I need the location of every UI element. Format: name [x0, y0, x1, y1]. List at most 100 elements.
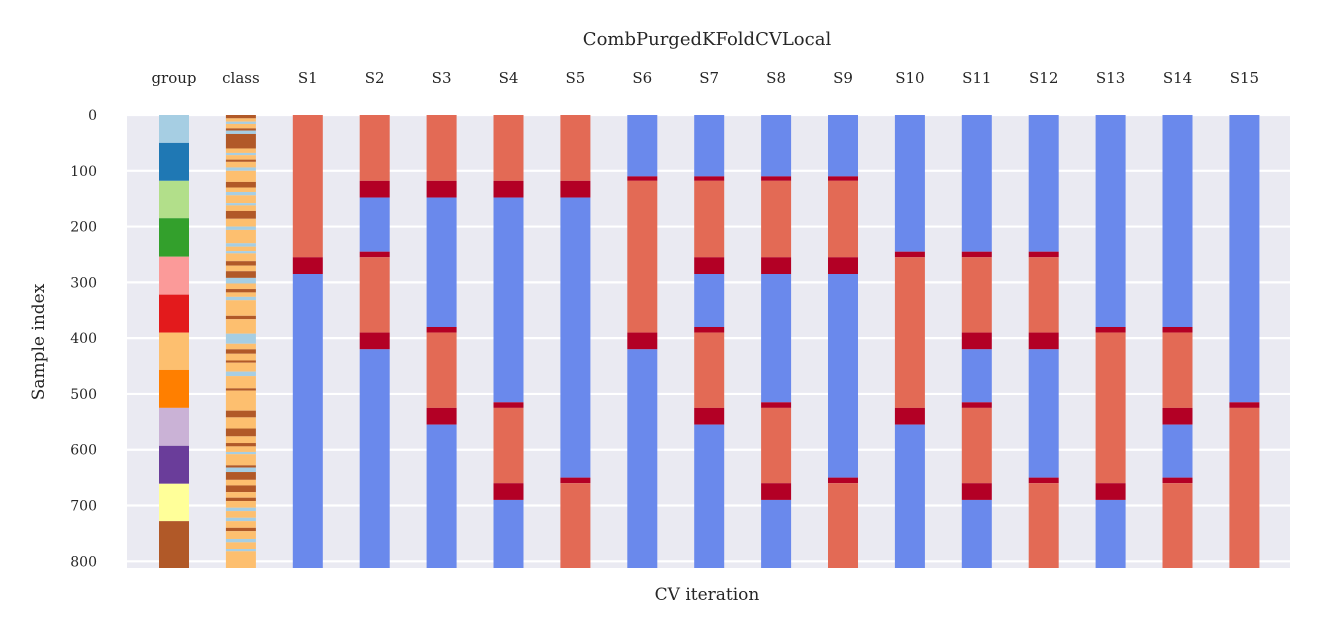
column-label-s13: S13 — [1096, 69, 1125, 87]
class-segment — [225, 472, 256, 480]
class-segment — [225, 123, 256, 129]
split-s11-segment — [961, 483, 992, 500]
class-segment — [225, 289, 256, 293]
split-s4-segment — [493, 197, 524, 403]
group-segment — [159, 332, 189, 370]
split-s7-segment — [694, 326, 725, 333]
split-s6-segment — [627, 180, 658, 333]
split-s12-segment — [1028, 251, 1059, 258]
class-segment — [225, 353, 256, 361]
class-segment — [225, 511, 256, 518]
column-label-s10: S10 — [895, 69, 924, 87]
y-tick-label: 600 — [70, 443, 97, 459]
y-tick-label: 100 — [70, 164, 97, 180]
class-segment — [225, 501, 256, 508]
split-s8-segment — [761, 115, 792, 177]
split-s11-segment — [961, 407, 992, 484]
split-s2-segment — [359, 349, 390, 568]
column-label-s11: S11 — [962, 69, 991, 87]
class-segment — [225, 521, 256, 528]
class-segment — [225, 167, 256, 171]
split-s14-segment — [1162, 326, 1193, 333]
split-s14-bar — [1162, 115, 1193, 568]
class-segment — [225, 467, 256, 473]
split-s3-segment — [426, 115, 457, 181]
column-label-s2: S2 — [365, 69, 385, 87]
split-s8-segment — [761, 499, 792, 568]
split-s3-segment — [426, 332, 457, 408]
class-segment — [225, 218, 256, 227]
split-s10-segment — [894, 115, 925, 252]
split-s12-segment — [1028, 477, 1059, 484]
group-segment — [159, 218, 189, 257]
column-label-s14: S14 — [1163, 69, 1192, 87]
split-s2-segment — [359, 257, 390, 333]
group-segment — [159, 142, 189, 181]
split-s5-segment — [560, 197, 591, 478]
split-s13-segment — [1095, 326, 1126, 333]
split-s8-segment — [761, 483, 792, 500]
split-s2-segment — [359, 251, 390, 258]
split-bars — [159, 115, 1260, 568]
split-s12-segment — [1028, 483, 1059, 568]
class-segment — [225, 410, 256, 418]
split-s8-segment — [761, 176, 792, 181]
split-s6-bar — [627, 115, 658, 568]
split-s7-segment — [694, 180, 725, 258]
split-s14-segment — [1162, 477, 1193, 484]
split-s3-segment — [426, 180, 457, 198]
split-s9-segment — [828, 477, 858, 484]
class-segment — [225, 333, 256, 344]
split-s9-segment — [828, 257, 858, 274]
split-s11-segment — [961, 251, 992, 258]
split-s8-segment — [761, 257, 792, 274]
group-segment — [159, 445, 189, 484]
split-s1-segment — [292, 257, 323, 274]
class-segment — [225, 121, 256, 124]
class-segment — [225, 538, 256, 543]
split-s7-bar — [694, 115, 725, 568]
class-segment — [225, 159, 256, 162]
class-segment — [225, 479, 256, 486]
split-s12-bar — [1028, 115, 1059, 568]
split-s3-segment — [426, 407, 457, 425]
split-s1-bar — [292, 115, 323, 568]
split-s8-segment — [761, 402, 792, 408]
column-label-s4: S4 — [499, 69, 519, 87]
class-segment — [225, 130, 256, 134]
split-s3-bar — [426, 115, 457, 568]
class-segment — [225, 229, 256, 244]
column-labels: group class S1 S2 S3 S4 S5 S6 S7 S8 S9 S10 S11 S12 S13… — [151, 69, 1259, 87]
group-segment — [159, 521, 189, 568]
class-segment — [225, 170, 256, 182]
class-segment — [225, 443, 256, 447]
column-label-s1: S1 — [298, 69, 318, 87]
class-segment — [225, 152, 256, 156]
class-segment — [225, 115, 256, 119]
class-segment — [225, 187, 256, 192]
split-s8-bar — [761, 115, 792, 568]
split-s5-bar — [560, 115, 591, 568]
split-s4-segment — [493, 180, 524, 198]
group-segment — [159, 180, 189, 219]
class-segment — [225, 527, 256, 532]
split-s14-segment — [1162, 332, 1193, 408]
column-label-s9: S9 — [833, 69, 853, 87]
column-label-class: class — [222, 69, 260, 87]
split-s7-segment — [694, 176, 725, 181]
class-segment — [225, 371, 256, 377]
split-s5-segment — [560, 180, 591, 198]
split-s4-segment — [493, 499, 524, 568]
x-axis-label: CV iteration — [655, 585, 760, 605]
split-s6-segment — [627, 176, 658, 181]
class-segment — [225, 210, 256, 219]
split-s11-segment — [961, 332, 992, 350]
split-s8-segment — [761, 273, 792, 403]
class-segment — [225, 265, 256, 272]
class-segment — [225, 315, 256, 320]
split-s2-segment — [359, 332, 390, 350]
class-segment — [225, 390, 256, 411]
split-s4-segment — [493, 402, 524, 408]
class-segment — [225, 128, 256, 131]
split-s5-segment — [560, 483, 591, 568]
